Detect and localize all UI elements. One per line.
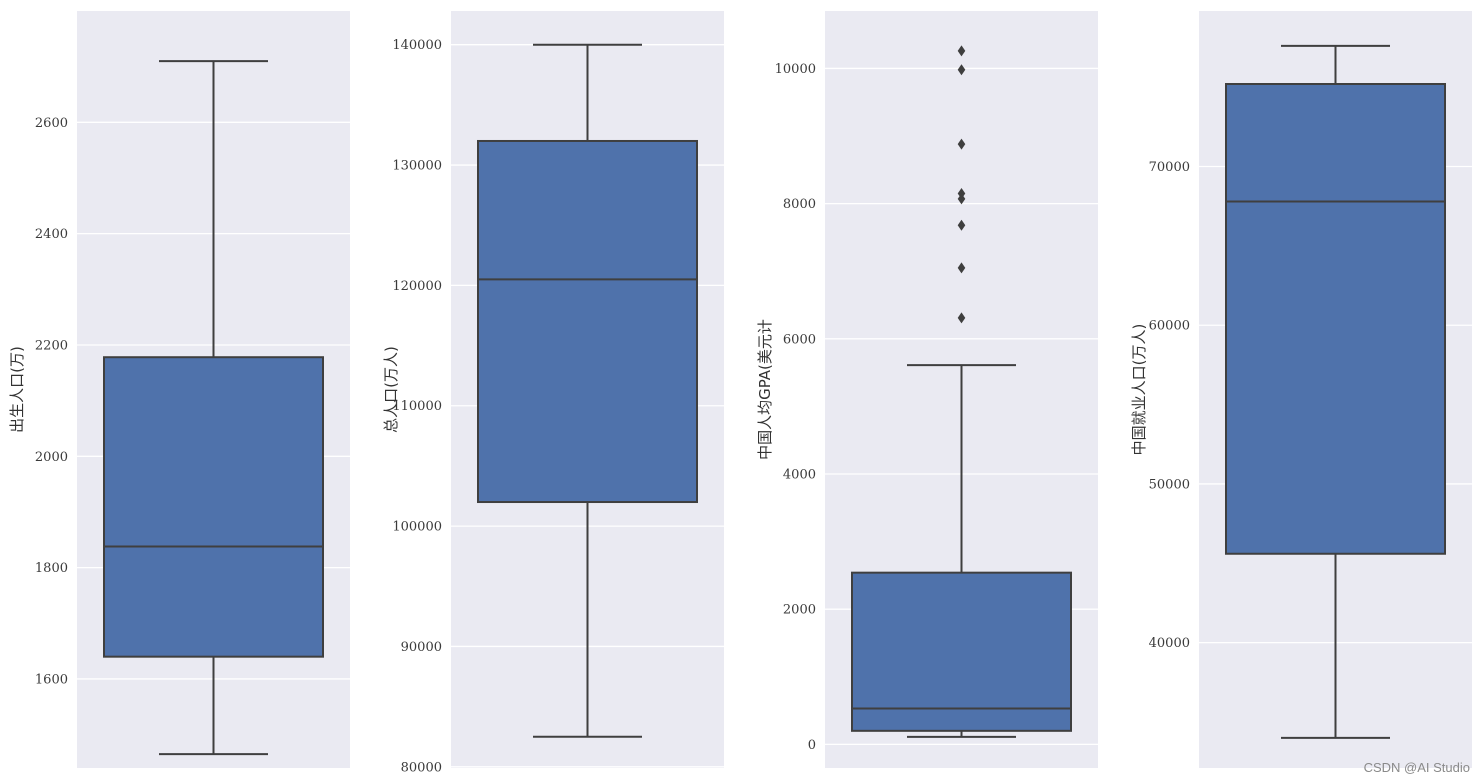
boxplot-panel-employed-population: 40000 50000 60000 70000 中国就业人口(万人)	[1130, 11, 1472, 768]
y-tick-label: 6000	[783, 332, 816, 347]
y-tick-label: 2400	[35, 227, 68, 242]
outlier-point	[957, 45, 966, 57]
y-tick-label: 40000	[1149, 636, 1190, 651]
y-tick-label: 90000	[401, 640, 442, 655]
y-tick-label: 1800	[35, 561, 68, 576]
y-axis-label: 总人口(万人)	[382, 346, 400, 433]
y-tick-label: 70000	[1149, 160, 1190, 175]
iqr-box	[477, 139, 698, 504]
y-tick-label: 60000	[1149, 319, 1190, 334]
y-tick-label: 8000	[783, 197, 816, 212]
outlier-point	[957, 138, 966, 150]
y-axis-label: 出生人口(万)	[8, 346, 26, 433]
outlier-point	[957, 187, 966, 199]
y-tick-label: 4000	[783, 467, 816, 482]
boxplot-panel-gdp-per-capita: 0 2000 4000 6000 8000 10000 中国人均GPA(美元计	[756, 11, 1098, 768]
boxplot-panel-total-population: 80000 90000 100000 110000 120000 130000 140000…	[382, 11, 724, 775]
boxplot-panel-birth-population: 1600 1800 2000 2200 2400 2600 出生人口(万)	[8, 11, 350, 768]
y-tick-label: 1600	[35, 672, 68, 687]
iqr-box	[1225, 83, 1446, 555]
y-tick-label: 130000	[392, 159, 442, 174]
y-tick-label: 100000	[392, 520, 442, 535]
outlier-point	[957, 64, 966, 76]
iqr-box	[103, 356, 324, 658]
outlier-point	[957, 312, 966, 324]
outlier-point	[957, 262, 966, 274]
y-tick-label: 120000	[392, 279, 442, 294]
y-axis-label: 中国人均GPA(美元计	[756, 319, 774, 460]
y-tick-label: 2200	[35, 338, 68, 353]
y-tick-label: 0	[808, 738, 816, 753]
outlier-point	[957, 219, 966, 231]
watermark: CSDN @AI Studio	[1363, 760, 1470, 775]
y-tick-label: 110000	[392, 399, 442, 414]
y-tick-label: 140000	[392, 38, 442, 53]
y-tick-label: 2600	[35, 116, 68, 131]
y-tick-label: 80000	[401, 760, 442, 775]
y-tick-label: 10000	[775, 62, 816, 77]
y-axis-label: 中国就业人口(万人)	[1130, 324, 1148, 456]
y-tick-label: 2000	[35, 450, 68, 465]
iqr-box	[851, 571, 1072, 732]
y-tick-label: 50000	[1149, 477, 1190, 492]
y-tick-label: 2000	[783, 603, 816, 618]
